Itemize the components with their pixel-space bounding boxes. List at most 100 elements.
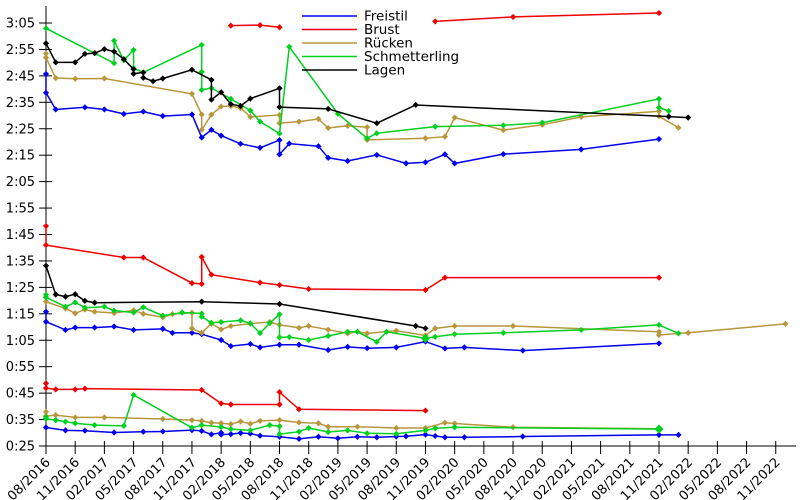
y-tick-label: 0:55 [6,360,35,375]
data-point-marker [218,318,225,326]
data-point-marker [72,414,79,421]
data-point-marker [42,380,50,387]
data-point-marker [42,298,50,305]
data-point-marker [655,95,663,102]
data-point-marker [276,341,283,348]
data-point-marker [422,325,429,332]
data-point-marker [72,59,79,66]
data-point-marker [325,154,332,161]
data-point-marker [208,76,215,83]
data-point-marker [422,135,429,142]
data-point-marker [276,431,283,438]
legend-label-brust: Brust [364,22,400,38]
data-point-marker [227,401,234,408]
series-line [45,53,679,141]
data-point-marker [188,329,196,336]
data-point-marker [159,75,166,82]
series-line [45,43,689,124]
series-line [45,383,426,412]
data-point-marker [432,123,439,130]
data-point-marker [373,338,380,345]
data-point-marker [441,151,449,158]
data-point-marker [91,299,98,306]
data-point-marker [188,424,196,431]
data-point-marker [665,113,672,120]
data-point-marker [62,427,69,434]
data-point-marker [42,70,50,78]
data-point-marker [227,342,234,350]
data-point-marker [42,54,50,61]
data-point-marker [52,59,59,66]
data-point-marker [208,126,215,133]
data-point-marker [159,415,166,423]
data-point-marker [655,431,663,438]
data-point-marker [218,400,225,407]
data-point-marker [451,114,458,121]
data-point-marker [266,319,273,327]
series-brust [42,9,663,414]
data-point-marker [393,430,400,437]
data-point-marker [218,103,225,110]
data-point-marker [62,326,69,334]
y-tick-label: 2:55 [6,43,35,58]
data-point-marker [286,333,293,341]
data-point-marker [208,319,215,326]
data-point-marker [276,311,283,318]
data-point-marker [81,304,89,311]
data-point-marker [519,433,526,440]
data-point-marker [373,434,380,441]
data-point-marker [420,333,431,343]
data-point-marker [42,89,50,96]
data-point-marker [256,432,264,439]
data-point-marker [72,386,79,393]
data-point-marker [198,417,205,424]
data-point-marker [208,419,215,426]
data-point-marker [295,428,303,435]
data-point-marker [276,423,283,430]
data-point-marker [198,298,205,305]
data-point-marker [159,428,166,435]
data-point-marker [325,423,332,430]
data-point-marker [363,345,371,352]
data-point-marker [655,340,663,347]
data-point-marker [276,388,283,396]
data-point-marker [130,46,137,54]
series-schmetterling [42,25,682,438]
data-point-marker [237,317,244,324]
y-tick-label: 2:15 [6,149,35,164]
data-point-marker [130,66,137,73]
data-point-marker [218,89,225,96]
data-point-marker [451,160,458,167]
data-point-marker [198,41,205,49]
data-point-marker [685,114,692,121]
data-point-marker [393,327,400,334]
data-point-marker [393,344,400,351]
data-point-marker [266,422,273,429]
data-point-marker [363,135,371,142]
data-point-marker [256,144,264,151]
data-point-marker [42,385,50,392]
data-point-marker [218,431,225,438]
data-point-marker [276,24,283,31]
data-point-marker [373,151,380,159]
data-point-marker [218,132,225,139]
data-point-marker [42,241,50,249]
data-point-marker [91,324,98,331]
data-point-marker [208,271,215,278]
data-point-marker [130,70,137,77]
data-point-marker [81,104,89,111]
data-point-marker [198,126,205,133]
legend-label-freistil: Freistil [364,9,408,25]
data-point-marker [344,427,351,434]
data-point-marker [334,110,341,117]
series-line [45,411,660,430]
data-point-marker [227,425,234,433]
data-point-marker [461,344,468,351]
data-point-marker [276,334,283,341]
data-point-marker [81,50,89,58]
data-point-marker [42,50,50,57]
data-point-marker [42,318,50,325]
data-point-marker [42,408,50,415]
data-point-marker [130,391,137,399]
data-point-marker [81,385,89,392]
